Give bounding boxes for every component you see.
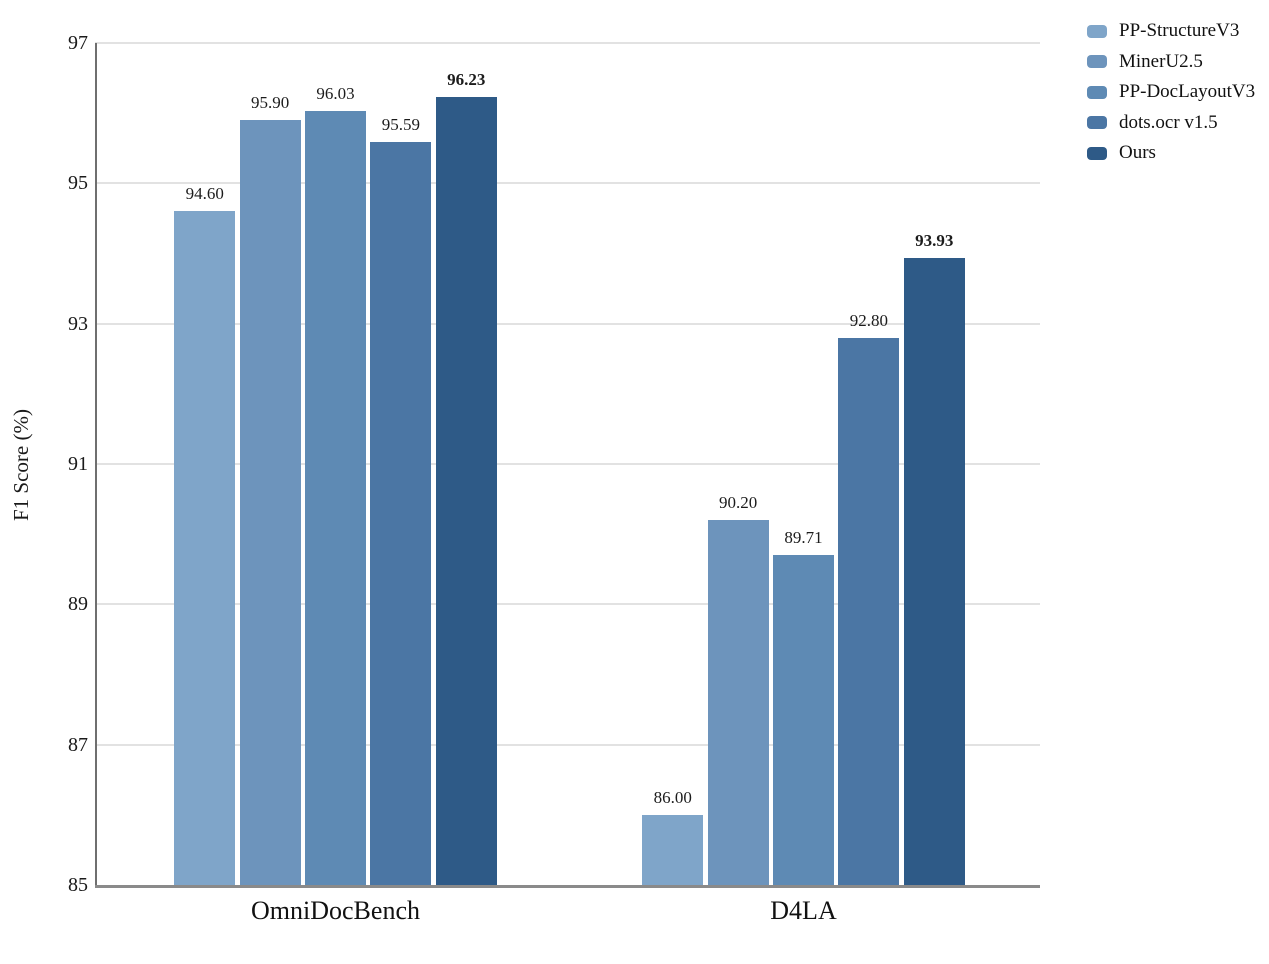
y-tick-label: 87 [68, 733, 88, 756]
value-label: 96.03 [316, 84, 355, 104]
bar-ours-d4la [903, 258, 965, 885]
bar-pp-structurev3-omnidocbench [174, 211, 236, 885]
bar-pp-doclayoutv3-omnidocbench [305, 111, 366, 885]
value-label: 95.59 [381, 114, 421, 134]
value-label: 92.80 [849, 310, 889, 330]
value-label: 86.00 [653, 787, 692, 807]
value-label: 95.90 [250, 93, 290, 113]
bar-mineru2-5-omnidocbench [239, 120, 301, 885]
bar-dots-ocr-v1-5-omnidocbench [370, 141, 432, 885]
y-tick-label: 95 [68, 172, 88, 195]
gridline [95, 463, 1040, 465]
y-tick-label: 91 [68, 453, 88, 475]
legend: PP-StructureV3 MinerU2.5 PP-DocLayoutV3 dot… [1087, 16, 1255, 169]
bar-pp-doclayoutv3-d4la [773, 554, 834, 885]
x-category-label: D4LA [770, 896, 837, 925]
bar-mineru2-5-d4la [707, 520, 769, 885]
value-label: 90.20 [718, 493, 758, 513]
legend-label: MinerU2.5 [1119, 50, 1203, 72]
legend-label: PP-StructureV3 [1119, 20, 1240, 42]
gridline [95, 322, 1040, 325]
legend-swatch-icon [1087, 116, 1107, 130]
gridline [95, 42, 1040, 44]
value-label: 89.71 [784, 527, 823, 547]
gridline [95, 743, 1040, 746]
gridline [95, 603, 1040, 606]
bar-pp-structurev3-d4la [642, 814, 704, 885]
gridline [95, 182, 1040, 185]
legend-swatch-icon [1087, 55, 1107, 69]
legend-label: PP-DocLayoutV3 [1119, 81, 1256, 103]
legend-item-pp-structurev3: PP-StructureV3 [1087, 16, 1255, 47]
legend-swatch-icon [1087, 146, 1107, 160]
legend-item-ours: Ours [1087, 138, 1255, 169]
x-axis-spine [95, 885, 1040, 888]
value-label: 94.60 [185, 184, 224, 204]
x-category-label: OmniDocBench [251, 896, 420, 925]
y-axis-spine [95, 43, 97, 888]
legend-item-mineru2-5: MinerU2.5 [1087, 47, 1255, 78]
legend-label: dots.ocr v1.5 [1119, 111, 1218, 133]
legend-swatch-icon [1087, 85, 1107, 99]
legend-item-pp-doclayoutv3: PP-DocLayoutV3 [1087, 77, 1255, 108]
y-tick-label: 97 [68, 32, 88, 54]
legend-label: Ours [1119, 142, 1156, 164]
legend-swatch-icon [1087, 24, 1107, 38]
bar-dots-ocr-v1-5-d4la [838, 337, 900, 885]
bar-ours-omnidocbench [435, 97, 497, 885]
value-label: 96.23 [447, 70, 486, 90]
y-tick-label: 89 [68, 593, 88, 616]
y-tick-label: 85 [68, 874, 88, 896]
value-label: 93.93 [915, 231, 954, 251]
y-tick-label: 93 [68, 312, 88, 335]
legend-item-dots-ocr-v1-5: dots.ocr v1.5 [1087, 108, 1255, 139]
